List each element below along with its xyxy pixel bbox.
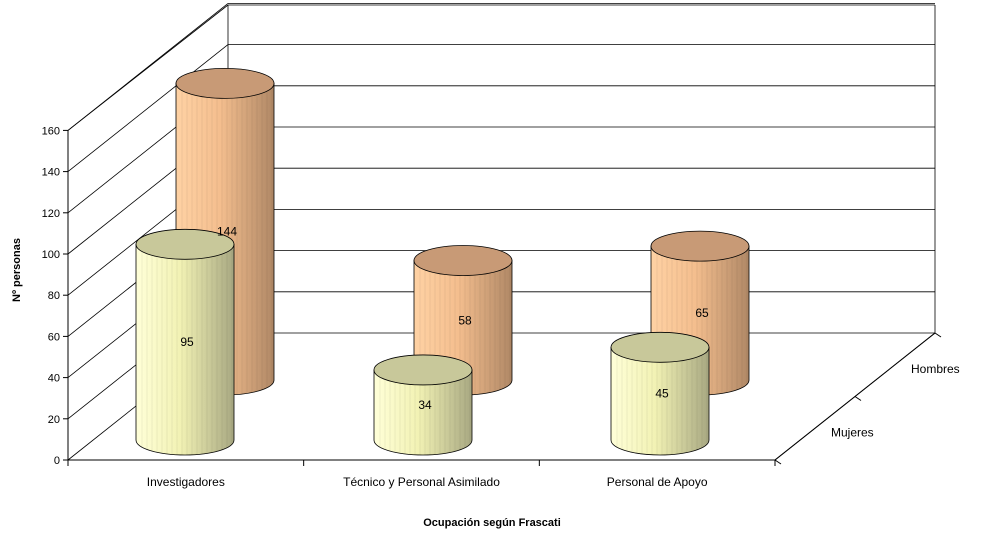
data-label: 58 <box>458 313 472 327</box>
bar-top <box>373 354 473 386</box>
data-label: 45 <box>655 387 669 401</box>
data-label: 65 <box>695 306 709 320</box>
y-tick-label: 40 <box>48 373 60 385</box>
series-label-hombres: Hombres <box>911 362 960 376</box>
bar-body <box>373 369 473 456</box>
bar-body <box>610 346 710 456</box>
x-tick-label: Técnico y Personal Asimilado <box>343 475 500 489</box>
y-tick-label: 80 <box>48 290 60 302</box>
bar-mujeres-0 <box>135 228 235 456</box>
side-gridline <box>67 44 229 172</box>
y-axis-title: Nº personas <box>11 238 23 302</box>
bar-top <box>413 245 513 276</box>
side-wall-top-edge <box>67 4 229 131</box>
bar-mujeres-2 <box>610 331 710 456</box>
y-tick-label: 140 <box>42 167 60 179</box>
y-tick-label: 60 <box>48 331 60 343</box>
data-label: 144 <box>217 225 237 239</box>
bar-top <box>135 228 235 260</box>
x-tick-label: Personal de Apoyo <box>607 475 708 489</box>
chart-labels: 0 20 40 60 80 100 120 140 160 Investigadores Técni… <box>11 125 960 529</box>
bar-top <box>650 230 750 262</box>
y-tick-label: 0 <box>54 455 60 467</box>
chart-axes <box>63 129 942 466</box>
data-label: 95 <box>180 335 194 349</box>
bar-body <box>135 243 235 456</box>
y-tick-label: 20 <box>48 414 60 426</box>
x-axis-title: Ocupación según Frascati <box>423 517 561 529</box>
y-tick-label: 120 <box>42 208 60 220</box>
series-label-mujeres: Mujeres <box>831 425 874 439</box>
depth-tick <box>934 332 942 338</box>
y-tick-label: 100 <box>42 249 60 261</box>
depth-tick <box>854 396 862 401</box>
y-tick-label: 160 <box>42 125 60 137</box>
data-label: 34 <box>418 398 432 412</box>
bar-top <box>610 331 710 363</box>
bar-mujeres-1 <box>373 354 473 456</box>
bar-top <box>175 67 275 99</box>
chart-bars <box>135 67 750 456</box>
x-tick-label: Investigadores <box>147 475 225 489</box>
depth-tick <box>774 459 782 465</box>
